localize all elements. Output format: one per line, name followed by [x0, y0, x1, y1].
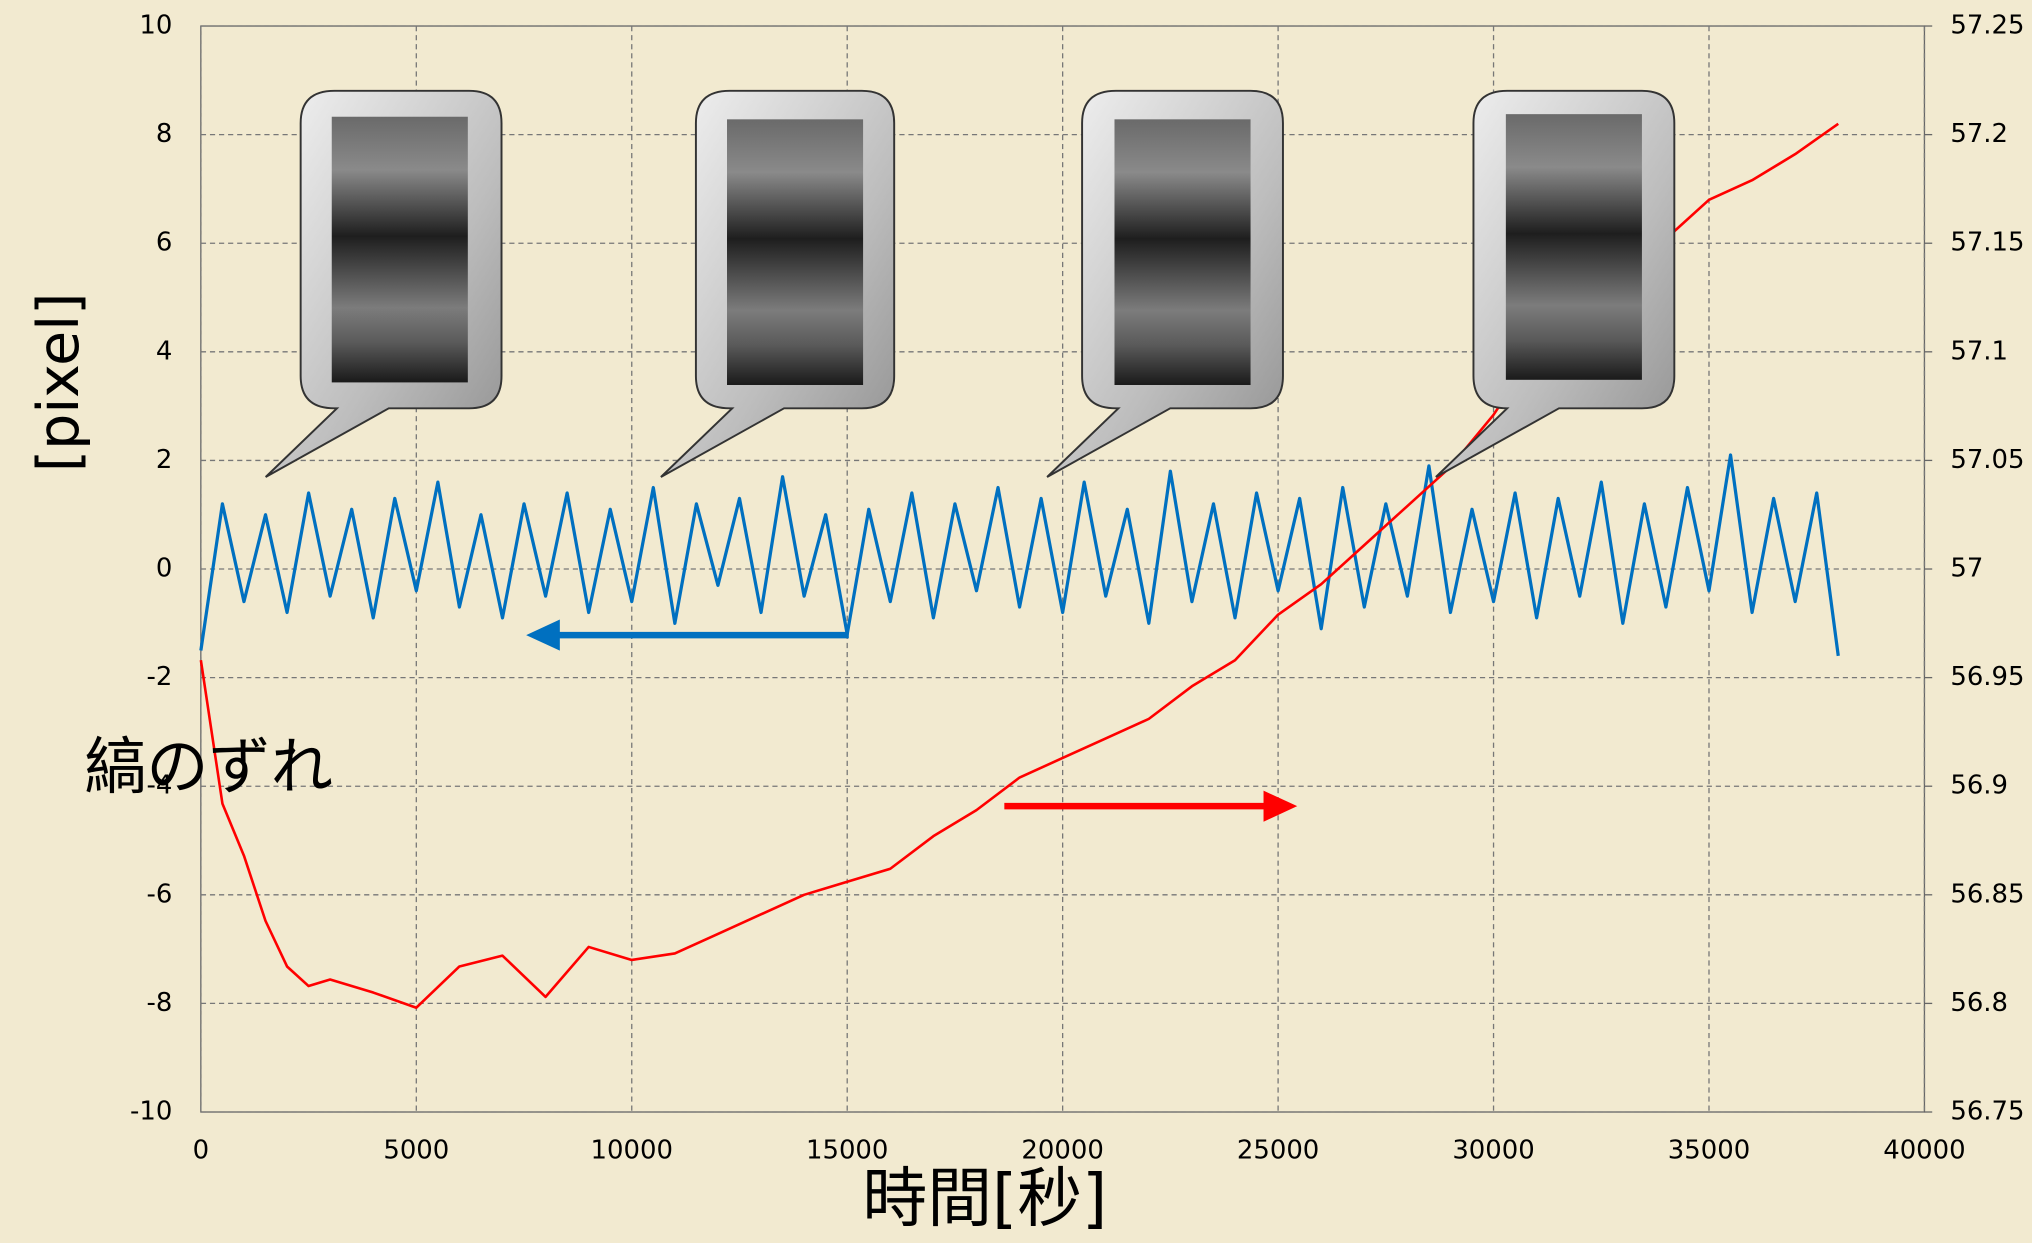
x-tick-label: 40000: [1883, 1135, 1965, 1165]
y2-tick-label: 56.95: [1950, 662, 2024, 692]
x-tick-label: 35000: [1668, 1135, 1750, 1165]
y-tick-label: 0: [156, 554, 172, 584]
y-tick-label: -8: [147, 988, 173, 1018]
annotation: 縞のずれ: [84, 730, 333, 803]
y-tick-label: -6: [147, 879, 173, 909]
y2-tick-label: 57.1: [1950, 336, 2008, 366]
y2-tick-label: 57.05: [1950, 445, 2024, 475]
y2-tick-label: 56.9: [1950, 771, 2008, 801]
y2-tick-label: 57.15: [1950, 228, 2024, 258]
y2-tick-label: 56.75: [1950, 1097, 2024, 1127]
y-tick-label: -10: [130, 1097, 172, 1127]
y-tick-label: 2: [156, 445, 172, 475]
y-tick-label: -2: [147, 662, 173, 692]
chart: 縞のずれ [pixel] 時間[秒] -10 -8 -6 -4 -2 0 2 4 6 8 10 56.…: [0, 0, 2032, 1243]
y-axis-label: [pixel]: [26, 293, 92, 472]
y2-tick-label: 57.25: [1950, 11, 2024, 41]
x-tick-label: 5000: [383, 1135, 449, 1165]
x-axis-label: 時間[秒]: [862, 1161, 1107, 1236]
x-tick-label: 20000: [1021, 1135, 1103, 1165]
y2-tick-label: 57.2: [1950, 119, 2008, 149]
x-tick-label: 15000: [806, 1135, 888, 1165]
y2-tick-label: 56.8: [1950, 988, 2008, 1018]
y-tick-label: 10: [139, 11, 172, 41]
y-tick-label: 6: [156, 228, 172, 258]
y-tick-label: 8: [156, 119, 172, 149]
x-tick-label: 0: [193, 1135, 209, 1165]
x-tick-label: 10000: [591, 1135, 673, 1165]
y-tick-label: 4: [156, 336, 172, 366]
x-tick-label: 30000: [1452, 1135, 1534, 1165]
x-tick-label: 25000: [1237, 1135, 1319, 1165]
page: 縞のずれ [pixel] 時間[秒] -10 -8 -6 -4 -2 0 2 4 6 8 10 56.…: [0, 0, 2032, 1243]
y2-tick-label: 56.85: [1950, 879, 2024, 909]
y2-tick-label: 57: [1950, 554, 1983, 584]
y-tick-label: -4: [147, 771, 173, 801]
